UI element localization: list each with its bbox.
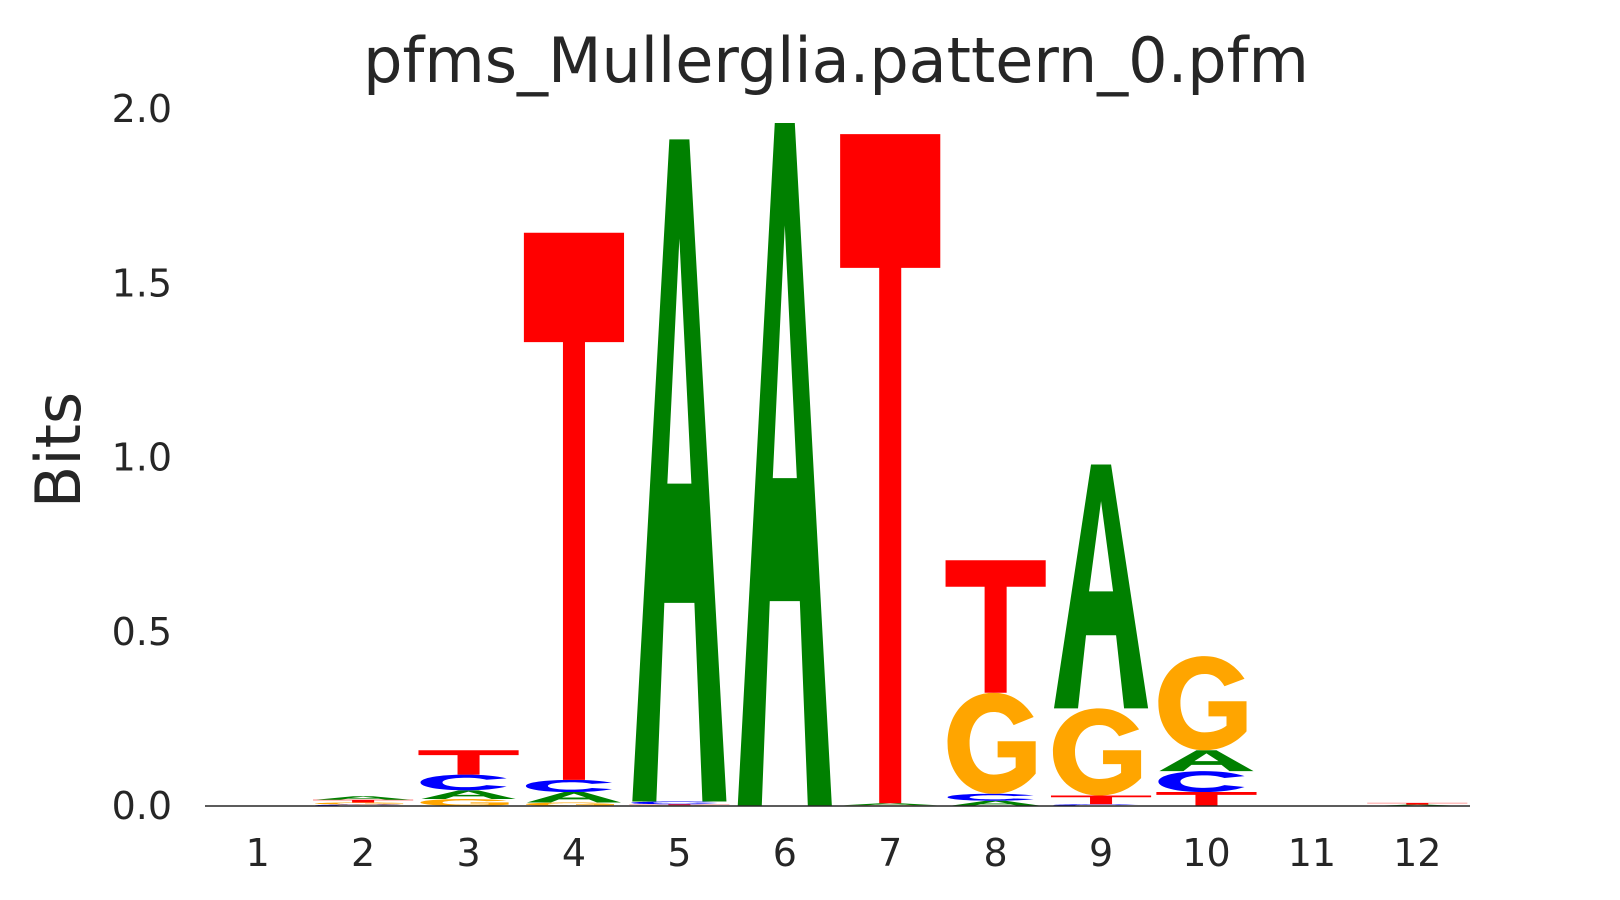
logo-letter-a-pos-5	[632, 139, 727, 802]
x-tick-label: 10	[1182, 831, 1230, 875]
logo-letter-c-pos-8	[947, 793, 1034, 801]
logo-letter-a-pos-8	[948, 800, 1043, 806]
logo-letter-a-pos-9	[1053, 464, 1149, 709]
logo-letter-c-pos-3	[420, 774, 507, 791]
logo-letter-t-pos-5	[629, 804, 730, 806]
logo-letter-t-pos-3	[418, 750, 519, 775]
logo-letter-a-pos-7	[843, 803, 938, 806]
chart-title: pfms_Mullerglia.pattern_0.pfm	[363, 24, 1309, 97]
logo-letter-c-pos-10	[1158, 771, 1245, 793]
x-tick-label: 11	[1288, 831, 1336, 875]
logo-letter-a-pos-4	[526, 792, 622, 803]
x-tick-label: 9	[1089, 831, 1113, 875]
x-tick-label: 6	[773, 831, 797, 875]
logo-letter-g-pos-9	[1052, 708, 1142, 796]
logo-letter-a-pos-6	[737, 122, 832, 806]
x-axis-ticks: 1 2 3 4 5 6 7 8 9 10 11 12	[246, 831, 1442, 875]
logo-letter-g-pos-3	[420, 799, 509, 806]
y-axis-label: Bits	[22, 392, 95, 508]
y-tick-label: 1.5	[112, 261, 172, 305]
logo-letter-t-pos-2	[313, 799, 414, 803]
logo-letter-t-pos-8	[945, 560, 1046, 693]
x-tick-label: 7	[878, 831, 902, 875]
y-tick-label: 1.0	[112, 436, 172, 480]
y-tick-label: 2.0	[112, 87, 172, 131]
logo-letter-c-pos-4	[525, 779, 613, 793]
logo-letter-c-pos-5	[631, 801, 718, 805]
letter-stacks	[313, 122, 1468, 807]
y-tick-label: 0.0	[112, 784, 172, 828]
logo-letter-t-pos-7	[840, 134, 941, 804]
x-tick-label: 12	[1393, 831, 1441, 875]
logo-letter-g-pos-2	[315, 802, 404, 805]
x-tick-label: 1	[246, 831, 270, 875]
logo-letter-g-pos-10	[1158, 656, 1247, 751]
x-tick-label: 3	[456, 831, 480, 875]
logo-letter-a-pos-3	[421, 790, 516, 800]
x-tick-label: 2	[351, 831, 375, 875]
y-axis-ticks: 0.0 0.5 1.0 1.5 2.0	[112, 87, 172, 828]
logo-letter-t-pos-12	[1367, 802, 1468, 805]
x-tick-label: 4	[562, 831, 586, 875]
logo-letter-g-pos-8	[947, 692, 1036, 794]
logo-letter-a-pos-2	[316, 796, 411, 800]
logo-letter-a-pos-10	[1159, 750, 1254, 772]
logo-letter-t-pos-4	[523, 232, 625, 780]
y-tick-label: 0.5	[112, 610, 172, 654]
x-tick-label: 8	[984, 831, 1008, 875]
x-tick-label: 5	[667, 831, 691, 875]
logo-letter-t-pos-9	[1050, 795, 1152, 805]
logo-letter-t-pos-10	[1156, 792, 1257, 806]
